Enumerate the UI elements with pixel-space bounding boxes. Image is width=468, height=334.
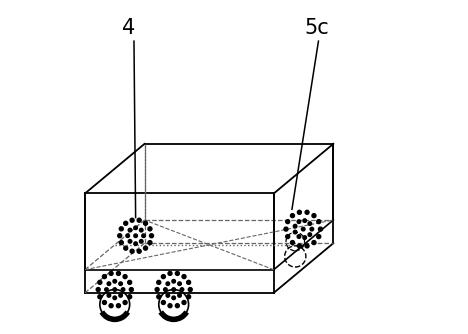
Circle shape bbox=[134, 242, 138, 245]
Text: 4: 4 bbox=[122, 18, 136, 38]
Circle shape bbox=[182, 301, 186, 305]
Circle shape bbox=[297, 244, 301, 248]
Circle shape bbox=[172, 280, 176, 283]
Circle shape bbox=[123, 301, 127, 305]
Circle shape bbox=[176, 304, 179, 308]
Circle shape bbox=[119, 282, 123, 286]
Circle shape bbox=[130, 218, 134, 222]
Text: 5c: 5c bbox=[304, 18, 329, 38]
Circle shape bbox=[129, 288, 133, 292]
Circle shape bbox=[148, 240, 152, 244]
Circle shape bbox=[128, 280, 132, 284]
Circle shape bbox=[284, 227, 288, 231]
Circle shape bbox=[180, 288, 184, 291]
Circle shape bbox=[124, 246, 128, 250]
Circle shape bbox=[178, 294, 181, 297]
Circle shape bbox=[303, 236, 307, 239]
Circle shape bbox=[126, 234, 130, 237]
Circle shape bbox=[286, 220, 290, 224]
Circle shape bbox=[178, 282, 181, 286]
Circle shape bbox=[134, 234, 138, 237]
Circle shape bbox=[139, 228, 143, 232]
Circle shape bbox=[139, 239, 143, 243]
Circle shape bbox=[113, 280, 117, 283]
Circle shape bbox=[119, 294, 123, 297]
Circle shape bbox=[150, 234, 154, 238]
Circle shape bbox=[96, 288, 100, 292]
Circle shape bbox=[113, 296, 117, 300]
Circle shape bbox=[293, 230, 297, 234]
Circle shape bbox=[105, 288, 108, 291]
Circle shape bbox=[142, 234, 146, 237]
Circle shape bbox=[107, 282, 111, 286]
Circle shape bbox=[312, 240, 316, 244]
Circle shape bbox=[161, 301, 165, 305]
Circle shape bbox=[102, 301, 106, 305]
Circle shape bbox=[124, 221, 128, 225]
Circle shape bbox=[297, 220, 301, 223]
Circle shape bbox=[134, 226, 138, 229]
Circle shape bbox=[188, 288, 192, 292]
Circle shape bbox=[310, 227, 314, 231]
Circle shape bbox=[107, 294, 111, 297]
Circle shape bbox=[291, 240, 294, 244]
Circle shape bbox=[137, 218, 141, 222]
Circle shape bbox=[118, 234, 122, 238]
Circle shape bbox=[117, 304, 120, 308]
Circle shape bbox=[117, 272, 120, 276]
Circle shape bbox=[166, 294, 169, 297]
Circle shape bbox=[113, 288, 117, 291]
Circle shape bbox=[317, 220, 321, 224]
Circle shape bbox=[161, 275, 165, 279]
Circle shape bbox=[109, 304, 113, 308]
Circle shape bbox=[293, 224, 297, 228]
Circle shape bbox=[301, 227, 305, 231]
Circle shape bbox=[303, 219, 307, 222]
Circle shape bbox=[172, 288, 176, 291]
Circle shape bbox=[297, 235, 301, 238]
Circle shape bbox=[312, 214, 316, 218]
Circle shape bbox=[291, 214, 294, 218]
Circle shape bbox=[317, 234, 321, 238]
Circle shape bbox=[119, 240, 123, 244]
Circle shape bbox=[109, 272, 113, 276]
Circle shape bbox=[308, 222, 312, 225]
Circle shape bbox=[157, 295, 161, 299]
Circle shape bbox=[128, 228, 132, 232]
Circle shape bbox=[305, 210, 309, 214]
Circle shape bbox=[102, 275, 106, 279]
Circle shape bbox=[121, 288, 125, 291]
Circle shape bbox=[168, 272, 172, 276]
Circle shape bbox=[130, 249, 134, 253]
Circle shape bbox=[182, 275, 186, 279]
Circle shape bbox=[137, 249, 141, 253]
Circle shape bbox=[297, 210, 301, 214]
Circle shape bbox=[172, 296, 176, 300]
Circle shape bbox=[144, 221, 147, 225]
Circle shape bbox=[155, 288, 159, 292]
Circle shape bbox=[168, 304, 172, 308]
Circle shape bbox=[123, 275, 127, 279]
Circle shape bbox=[157, 280, 161, 284]
Circle shape bbox=[187, 280, 190, 284]
Circle shape bbox=[286, 234, 290, 238]
Circle shape bbox=[98, 280, 102, 284]
Circle shape bbox=[98, 295, 102, 299]
Circle shape bbox=[148, 227, 152, 231]
Circle shape bbox=[166, 282, 169, 286]
Circle shape bbox=[176, 272, 179, 276]
Circle shape bbox=[128, 239, 132, 243]
Circle shape bbox=[144, 246, 147, 250]
Circle shape bbox=[128, 295, 132, 299]
Circle shape bbox=[308, 233, 312, 236]
Circle shape bbox=[305, 244, 309, 248]
Circle shape bbox=[318, 227, 322, 231]
Circle shape bbox=[164, 288, 167, 291]
Circle shape bbox=[187, 295, 190, 299]
Circle shape bbox=[119, 227, 123, 231]
